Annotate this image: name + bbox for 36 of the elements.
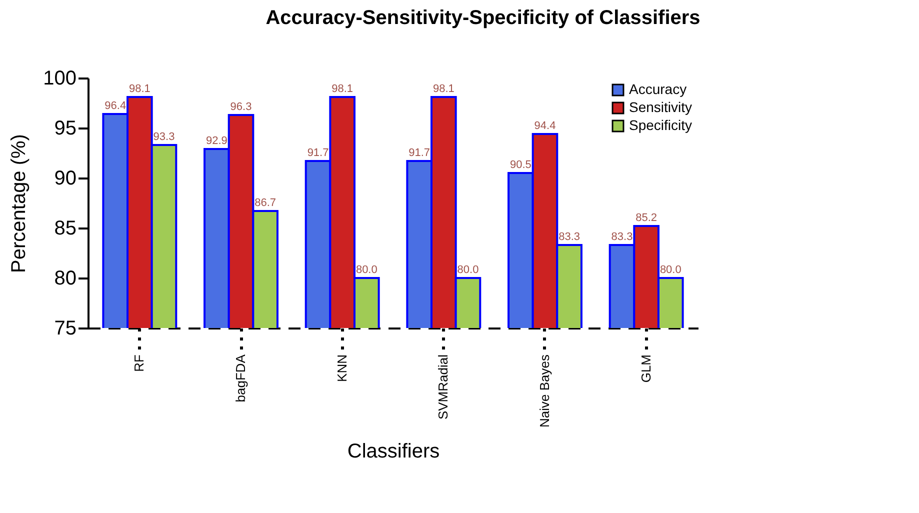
data-label: 98.1: [332, 83, 354, 95]
data-label: 91.7: [408, 147, 430, 159]
legend-label: Accuracy: [629, 81, 687, 97]
legend-label: Specificity: [629, 117, 692, 133]
data-label: 92.9: [206, 135, 228, 147]
y-axis-title: Percentage (%): [8, 134, 30, 273]
data-label: 80.0: [660, 264, 682, 276]
y-tick-label: 95: [54, 118, 76, 140]
x-tick-label: RF: [132, 354, 147, 372]
data-label: 98.1: [432, 83, 454, 95]
data-label: 85.2: [636, 212, 658, 224]
x-tick-label: SVMRadial: [436, 354, 451, 420]
data-label: 93.3: [153, 131, 175, 143]
data-label: 83.3: [558, 231, 580, 243]
data-label: 83.3: [611, 231, 633, 243]
data-label: 98.1: [128, 83, 150, 95]
y-tick-label: 80: [54, 268, 76, 290]
y-tick-label: 85: [54, 218, 76, 240]
data-label: 80.0: [457, 264, 479, 276]
y-tick-label: 90: [54, 168, 76, 190]
x-tick-label: bagFDA: [233, 354, 248, 402]
y-tick-label: 75: [54, 318, 76, 340]
y-tick-label: 100: [43, 68, 76, 90]
x-axis-title: Classifiers: [347, 440, 440, 462]
data-label: 86.7: [254, 197, 276, 209]
x-tick-label: Naive Bayes: [536, 354, 552, 428]
legend-label: Sensitivity: [629, 99, 692, 115]
data-label: 80.0: [356, 264, 378, 276]
chart-title: Accuracy-Sensitivity-Specificity of Classifiers: [266, 7, 700, 29]
data-label: 96.3: [230, 101, 252, 113]
data-label: 90.5: [510, 159, 532, 171]
data-label: 96.4: [104, 100, 126, 112]
data-label: 91.7: [307, 147, 329, 159]
x-tick-label: KNN: [334, 354, 350, 382]
x-tick-label: GLM: [638, 354, 654, 383]
data-label: 94.4: [534, 120, 556, 132]
